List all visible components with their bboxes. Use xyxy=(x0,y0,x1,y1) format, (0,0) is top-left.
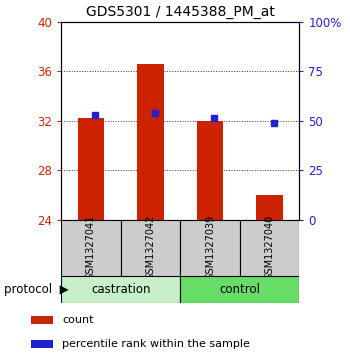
Text: castration: castration xyxy=(91,283,150,296)
Bar xyxy=(180,276,299,303)
Bar xyxy=(61,276,180,303)
Bar xyxy=(197,121,223,220)
Text: GSM1327040: GSM1327040 xyxy=(265,215,274,280)
Bar xyxy=(31,316,52,324)
Text: percentile rank within the sample: percentile rank within the sample xyxy=(62,339,250,349)
Text: count: count xyxy=(62,315,93,325)
Text: GSM1327039: GSM1327039 xyxy=(205,215,215,280)
Bar xyxy=(180,220,240,276)
Bar xyxy=(121,220,180,276)
Text: control: control xyxy=(219,283,260,296)
Text: GSM1327041: GSM1327041 xyxy=(86,215,96,280)
Bar xyxy=(61,220,121,276)
Bar xyxy=(240,220,299,276)
Text: GSM1327042: GSM1327042 xyxy=(146,215,155,281)
Title: GDS5301 / 1445388_PM_at: GDS5301 / 1445388_PM_at xyxy=(86,5,275,19)
Bar xyxy=(137,64,164,220)
Bar xyxy=(31,340,52,348)
Bar xyxy=(78,118,104,220)
Bar xyxy=(256,195,283,220)
Text: protocol  ▶: protocol ▶ xyxy=(4,283,68,296)
